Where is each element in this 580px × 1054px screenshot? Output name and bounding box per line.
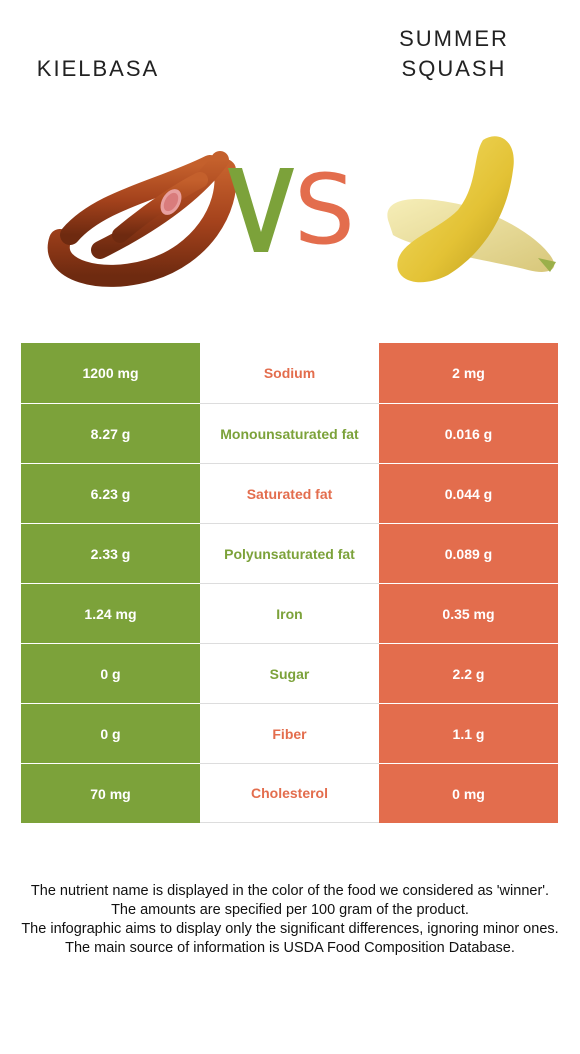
table-row: 1.24 mg Iron 0.35 mg [21, 583, 558, 643]
summer-squash-image [387, 136, 556, 283]
right-food-title-line2: SQUASH [401, 56, 507, 81]
note-line-1: The nutrient name is displayed in the co… [30, 883, 550, 899]
nutrient-name-cell: Sugar [200, 643, 379, 703]
right-value-cell: 2 mg [379, 343, 558, 403]
left-value-cell: 0 g [21, 643, 200, 703]
table-row: 1200 mg Sodium 2 mg [21, 343, 558, 403]
vs-s-letter: S [294, 154, 355, 266]
table-row: 0 g Fiber 1.1 g [21, 703, 558, 763]
vs-v-letter [228, 168, 294, 252]
right-value-cell: 0.016 g [379, 403, 558, 463]
note-line-4: The main source of information is USDA F… [65, 940, 515, 956]
nutrient-name-cell: Iron [200, 583, 379, 643]
table-row: 0 g Sugar 2.2 g [21, 643, 558, 703]
left-food-title: KIELBASA [36, 56, 160, 81]
note-line-3: The infographic aims to display only the… [21, 921, 559, 937]
footnotes: The nutrient name is displayed in the co… [20, 882, 560, 958]
left-value-cell: 70 mg [21, 763, 200, 823]
right-value-cell: 0.35 mg [379, 583, 558, 643]
hero-images: S [0, 130, 580, 300]
right-value-cell: 0.089 g [379, 523, 558, 583]
nutrient-name-cell: Polyunsaturated fat [200, 523, 379, 583]
left-value-cell: 1200 mg [21, 343, 200, 403]
note-line-2: The amounts are specified per 100 gram o… [111, 902, 469, 918]
nutrient-name-cell: Sodium [200, 343, 379, 403]
left-value-cell: 6.23 g [21, 463, 200, 523]
nutrient-name-cell: Cholesterol [200, 763, 379, 823]
nutrient-name-cell: Fiber [200, 703, 379, 763]
table-row: 6.23 g Saturated fat 0.044 g [21, 463, 558, 523]
right-value-cell: 1.1 g [379, 703, 558, 763]
table-row: 2.33 g Polyunsaturated fat 0.089 g [21, 523, 558, 583]
table-row: 8.27 g Monounsaturated fat 0.016 g [21, 403, 558, 463]
kielbasa-image [47, 151, 237, 287]
right-food-title-line1: SUMMER [399, 26, 509, 51]
left-value-cell: 8.27 g [21, 403, 200, 463]
right-value-cell: 2.2 g [379, 643, 558, 703]
right-value-cell: 0.044 g [379, 463, 558, 523]
nutrient-name-cell: Saturated fat [200, 463, 379, 523]
left-value-cell: 1.24 mg [21, 583, 200, 643]
right-food-title: SUMMER SQUASH [362, 24, 546, 84]
nutrient-name-cell: Monounsaturated fat [200, 403, 379, 463]
left-value-cell: 2.33 g [21, 523, 200, 583]
right-value-cell: 0 mg [379, 763, 558, 823]
left-value-cell: 0 g [21, 703, 200, 763]
comparison-table: 1200 mg Sodium 2 mg 8.27 g Monounsaturated f… [21, 343, 558, 823]
table-row: 70 mg Cholesterol 0 mg [21, 763, 558, 823]
